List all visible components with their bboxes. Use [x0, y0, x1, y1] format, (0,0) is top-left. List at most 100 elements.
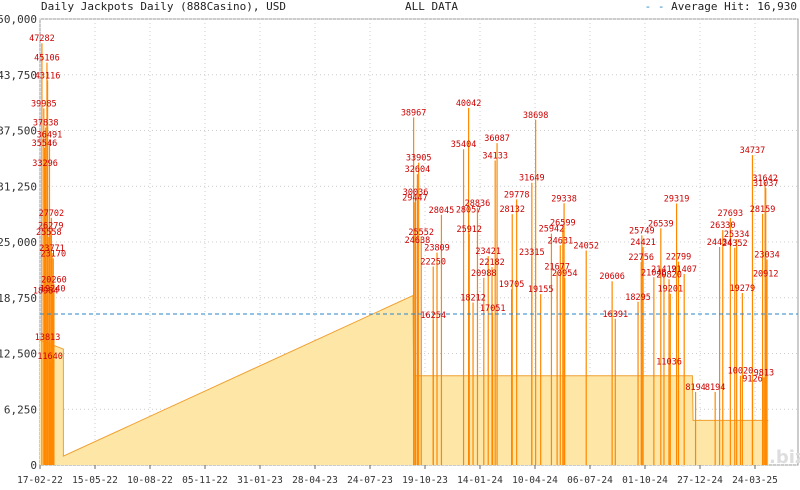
hit-label: 33296 [32, 159, 58, 169]
x-tick-label: 10-08-22 [127, 475, 173, 486]
hit-label: 28057 [456, 206, 482, 216]
hit-label: 13813 [35, 333, 61, 343]
x-tick-label: 14-01-24 [457, 475, 503, 486]
hit-label: 10020 [728, 367, 754, 377]
hit-label: 31649 [519, 174, 545, 184]
y-tick-label: 6,250 [4, 403, 37, 416]
hit-label: 34737 [740, 146, 766, 156]
hit-label: 25552 [408, 228, 434, 238]
x-tick-label: 01-10-24 [622, 475, 668, 486]
hit-label: 20954 [552, 269, 578, 279]
hit-label: 22250 [420, 258, 446, 268]
hit-label: 26539 [648, 219, 674, 229]
x-tick-label: 24-07-23 [347, 475, 393, 486]
hit-label: 37838 [33, 118, 59, 128]
hit-label: 40042 [456, 99, 482, 109]
hit-label: 26279 [38, 222, 64, 232]
hit-label: 30036 [403, 188, 429, 198]
hit-label: 19155 [528, 285, 554, 295]
x-tick-label: 27-12-24 [677, 475, 723, 486]
hit-label: 23315 [519, 248, 545, 258]
hit-label: 45106 [34, 54, 60, 64]
hit-label: 25912 [456, 225, 482, 235]
hit-label: 20260 [41, 275, 67, 285]
x-tick-label: 05-11-22 [182, 475, 228, 486]
hit-label: 31037 [753, 179, 779, 189]
x-tick-label: 24-03-25 [732, 475, 778, 486]
average-legend-label: Average Hit: 16,930 [671, 0, 797, 13]
hit-label: 29319 [664, 194, 690, 204]
hit-label: 19705 [499, 280, 525, 290]
hit-label: 23170 [40, 249, 66, 259]
hit-label: 20606 [599, 272, 625, 282]
hit-label: 34133 [482, 152, 508, 162]
hit-label: 23809 [424, 244, 450, 254]
hit-label: 36491 [37, 131, 63, 141]
hit-label: 17051 [480, 304, 506, 314]
y-tick-label: 12,500 [0, 348, 37, 361]
hit-label: 25558 [36, 228, 62, 238]
hit-label: 11036 [656, 358, 682, 368]
hit-label: 24638 [405, 236, 431, 246]
hit-label: 28159 [750, 205, 776, 215]
hit-label: 28132 [499, 205, 525, 215]
hit-label: 18295 [625, 293, 651, 303]
hit-label: 33905 [406, 154, 432, 164]
hit-label: 18984 [33, 287, 59, 297]
hit-label: 23421 [475, 247, 501, 257]
hit-label: 21046 [641, 268, 667, 278]
hit-label: 24352 [722, 239, 748, 249]
y-tick-label: 43,750 [0, 69, 37, 82]
hit-label: 21677 [544, 263, 570, 273]
y-tick-label: 25,000 [0, 236, 37, 249]
hit-label: 29447 [402, 193, 428, 203]
hit-label: 22799 [666, 253, 692, 263]
y-tick-label: 50,000 [0, 13, 37, 26]
x-tick-label: 28-04-23 [292, 475, 338, 486]
hit-label: 22182 [479, 258, 505, 268]
hit-label: 29778 [504, 190, 530, 200]
hit-label: 25334 [724, 230, 750, 240]
y-tick-label: 0 [30, 459, 37, 472]
hit-label: 38967 [401, 108, 427, 118]
hit-label: 35404 [451, 140, 477, 150]
x-tick-label: 19-10-23 [402, 475, 448, 486]
hit-label: 24421 [630, 238, 656, 248]
average-legend-swatch: - - [644, 0, 672, 13]
hit-label: 20912 [753, 269, 779, 279]
y-tick-label: 18,750 [0, 292, 37, 305]
x-tick-label: 15-05-22 [72, 475, 118, 486]
hit-label: 29338 [551, 194, 577, 204]
hit-label: 26330 [710, 221, 736, 231]
hit-label: 23034 [754, 251, 780, 261]
x-tick-label: 31-01-23 [237, 475, 283, 486]
hit-label: 31642 [752, 174, 778, 184]
hit-label: 24434 [707, 238, 733, 248]
hit-label: 19279 [730, 284, 756, 294]
hit-label: 22756 [628, 253, 654, 263]
hit-label: 9126 [742, 375, 762, 385]
x-tick-label: 17-02-22 [17, 475, 63, 486]
range-label: ALL DATA [405, 0, 458, 13]
hit-label: 23771 [39, 244, 65, 254]
hit-label: 32604 [405, 165, 431, 175]
hit-label: 11640 [37, 352, 63, 362]
hit-label: 16254 [420, 311, 446, 321]
hit-label: 8194 [685, 383, 705, 393]
hit-label: 28836 [465, 199, 491, 209]
hit-label: 28045 [429, 206, 455, 216]
hit-label: 36087 [484, 134, 510, 144]
hit-label: 39985 [31, 99, 57, 109]
hit-label: 8194 [705, 383, 725, 393]
hit-label: 27693 [718, 209, 744, 219]
hit-label: 24631 [547, 236, 573, 246]
average-legend: - - Average Hit: 16,930 [645, 0, 797, 13]
y-tick-label: 31,250 [0, 180, 37, 193]
hit-label: 21407 [671, 265, 697, 275]
hit-label: 25749 [629, 226, 655, 236]
hit-label: 19201 [657, 285, 683, 295]
hit-label: 26599 [550, 219, 576, 229]
hit-label: 38698 [523, 111, 549, 121]
x-tick-label: 06-07-24 [567, 475, 613, 486]
hit-label: 35546 [32, 139, 58, 149]
